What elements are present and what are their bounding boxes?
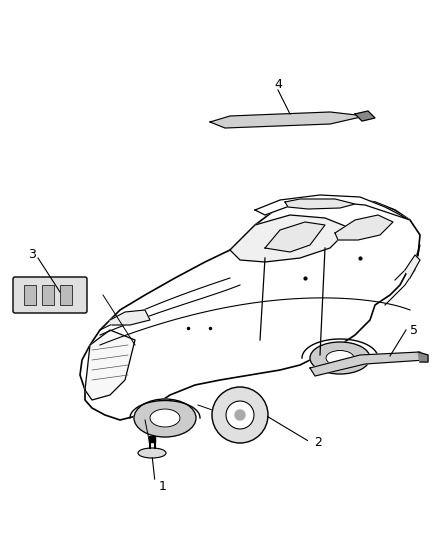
Polygon shape (85, 330, 135, 400)
Polygon shape (285, 199, 355, 209)
Text: 3: 3 (28, 247, 36, 261)
Text: 1: 1 (159, 481, 167, 494)
Ellipse shape (310, 342, 370, 374)
FancyBboxPatch shape (13, 277, 87, 313)
Polygon shape (335, 215, 393, 240)
Polygon shape (418, 352, 428, 362)
Text: 5: 5 (410, 324, 418, 336)
Circle shape (226, 401, 254, 429)
Ellipse shape (138, 448, 166, 458)
Ellipse shape (150, 409, 180, 427)
Polygon shape (210, 112, 365, 128)
Polygon shape (310, 352, 425, 376)
Polygon shape (355, 111, 375, 121)
Text: 4: 4 (274, 77, 282, 91)
Ellipse shape (134, 399, 196, 437)
Polygon shape (405, 255, 420, 278)
Ellipse shape (326, 351, 354, 366)
Polygon shape (265, 222, 325, 252)
Bar (42, 285, 54, 305)
Circle shape (235, 410, 245, 420)
Circle shape (212, 387, 268, 443)
Polygon shape (255, 195, 410, 220)
Bar (24, 285, 36, 305)
Text: 2: 2 (314, 435, 322, 448)
Polygon shape (110, 310, 150, 325)
Polygon shape (230, 215, 350, 262)
Polygon shape (80, 198, 420, 420)
Bar (60, 285, 72, 305)
